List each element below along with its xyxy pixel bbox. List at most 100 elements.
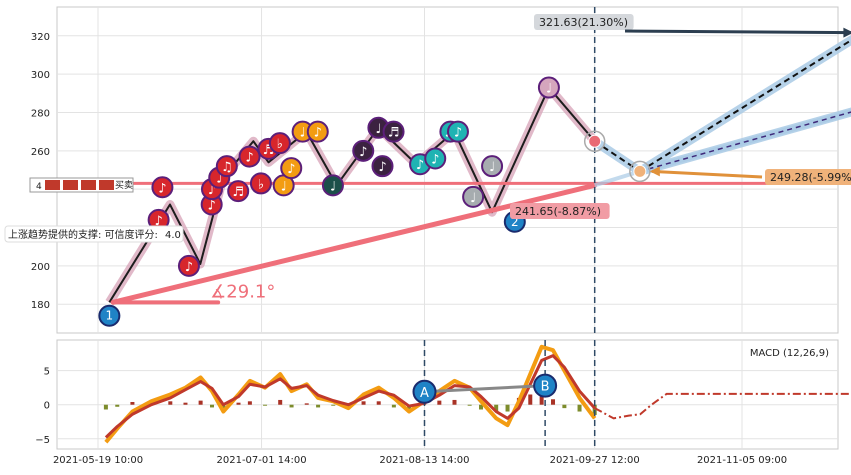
legend-swatch-icon [81, 180, 96, 190]
note-marker-glyph: ♪ [431, 152, 439, 167]
note-marker-glyph: ♬ [232, 185, 244, 200]
macd-histogram-bar [528, 394, 533, 405]
macd-histogram-bar [115, 404, 120, 407]
macd-histogram-bar [539, 391, 544, 405]
price-y-tick-label: 280 [31, 108, 50, 119]
price-y-tick-label: 320 [31, 32, 50, 43]
note-marker-glyph: ♩ [281, 179, 287, 194]
note-marker-glyph: ♪ [287, 162, 295, 177]
note-marker-glyph: ♭ [277, 137, 283, 152]
macd-histogram-bar [263, 404, 268, 406]
divergence-line [424, 384, 546, 394]
macd-histogram-bar [577, 404, 582, 412]
macd-histogram-bar [592, 404, 597, 415]
note-marker-glyph: ♪ [245, 151, 253, 166]
note-marker-glyph: ♩ [489, 160, 495, 175]
pivot-marker-label: 2 [511, 215, 519, 229]
legend-swatch-icon [99, 180, 114, 190]
projection-label-mid-bg [765, 169, 851, 185]
macd-histogram-bar [479, 404, 484, 410]
note-marker-glyph: ♪ [359, 145, 367, 160]
macd-histogram-bar [278, 399, 283, 405]
macd-histogram-bar [198, 400, 203, 405]
note-marker-glyph: ♪ [208, 199, 216, 214]
projection-label-low-bg [510, 203, 610, 219]
pivot-marker-label: 1 [106, 309, 114, 323]
macd-y-ticks: −5 0 5 [35, 367, 50, 446]
x-tick-label: 2021-09-27 12:00 [550, 455, 640, 466]
x-tick-label: 2021-11-05 09:00 [697, 455, 787, 466]
macd-histogram-bar [103, 404, 108, 410]
macd-histogram-bar [247, 401, 252, 405]
macd-histogram-bar [331, 404, 336, 406]
projection-arrow-high [624, 29, 851, 35]
macd-legend: MACD (12,26,9) [750, 348, 829, 359]
forecast-band [594, 169, 641, 188]
left-legend-number: 4 [36, 182, 42, 192]
price-y-tick-label: 300 [31, 70, 50, 81]
note-marker [215, 155, 238, 178]
price-y-tick-label: 260 [31, 147, 50, 158]
note-marker [462, 185, 485, 208]
macd-histogram-bar [551, 399, 556, 405]
macd-histogram-bar [168, 401, 173, 405]
note-marker [238, 145, 261, 168]
note-marker-glyph: ♩ [216, 172, 222, 187]
macd-histogram-bar [494, 404, 499, 412]
macd-histogram-bar [236, 402, 241, 405]
note-marker [268, 132, 291, 155]
projection-arrowhead-high [843, 27, 851, 38]
note-marker-glyph: ♪ [185, 260, 193, 275]
note-marker [446, 120, 469, 143]
support-note-score: 4.0 [165, 230, 181, 241]
note-marker [424, 147, 447, 170]
forecast-dashed-line [639, 39, 851, 173]
signal-line [104, 354, 596, 439]
macd-histogram-bar [391, 404, 396, 408]
macd-y-tick-label: −5 [35, 435, 50, 446]
legend-swatch-icon [63, 180, 78, 190]
divergence-marker-label: B [541, 380, 550, 395]
forecast-dashed-line [594, 140, 641, 173]
note-marker-glyph: ♪ [158, 181, 166, 196]
note-marker [280, 157, 303, 180]
note-marker-glyph: ♪ [154, 214, 162, 229]
note-marker [177, 254, 200, 277]
support-note-text: 上涨趋势提供的支撑: 可信度评分: [8, 228, 158, 241]
price-y-tick-label: 180 [31, 300, 50, 311]
projection-label-mid: 249.28(-5.99%) [770, 171, 851, 184]
price-pattern-line [108, 86, 596, 303]
support-note-bg [4, 225, 184, 243]
price-y-ticks: 180 200 260 280 300 320 [31, 32, 50, 311]
divergence-marker-label: A [420, 386, 429, 401]
macd-histogram-bar [361, 401, 366, 405]
divergence-marker [533, 373, 558, 398]
x-tick-label: 2021-08-13 14:00 [379, 455, 469, 466]
macd-histogram-bar [304, 403, 309, 405]
angle-label: ∡29.1° [210, 281, 275, 302]
note-marker [371, 155, 394, 178]
price-panel [56, 6, 839, 334]
macd-histogram-bar [467, 404, 472, 406]
projection-arrow-mid [651, 169, 763, 179]
note-marker [227, 180, 250, 203]
projection-label-high-bg [534, 14, 634, 30]
forecast-mid-point [633, 164, 647, 178]
note-marker-glyph: ♩ [330, 179, 336, 194]
projection-label-high: 321.63(21.30%) [539, 16, 628, 29]
forecast-start-ring [583, 130, 606, 152]
note-marker-glyph: ♪ [454, 126, 462, 141]
divergence-marker [412, 379, 437, 404]
macd-histogram-bar [209, 404, 214, 408]
note-marker-glyph: ♪ [378, 160, 386, 175]
price-y-tick-label: 200 [31, 262, 50, 273]
macd-histogram-bar [452, 399, 457, 405]
macd-y-tick-label: 5 [44, 367, 50, 378]
note-marker-glyph: ♪ [208, 183, 216, 198]
macd-histogram-bar [289, 404, 294, 408]
note-marker-glyph: ♩ [375, 122, 381, 137]
note-marker-glyph: ♪ [314, 126, 322, 141]
price-series [105, 83, 599, 305]
projection-label-low: 241.65(-8.87%) [515, 205, 601, 218]
